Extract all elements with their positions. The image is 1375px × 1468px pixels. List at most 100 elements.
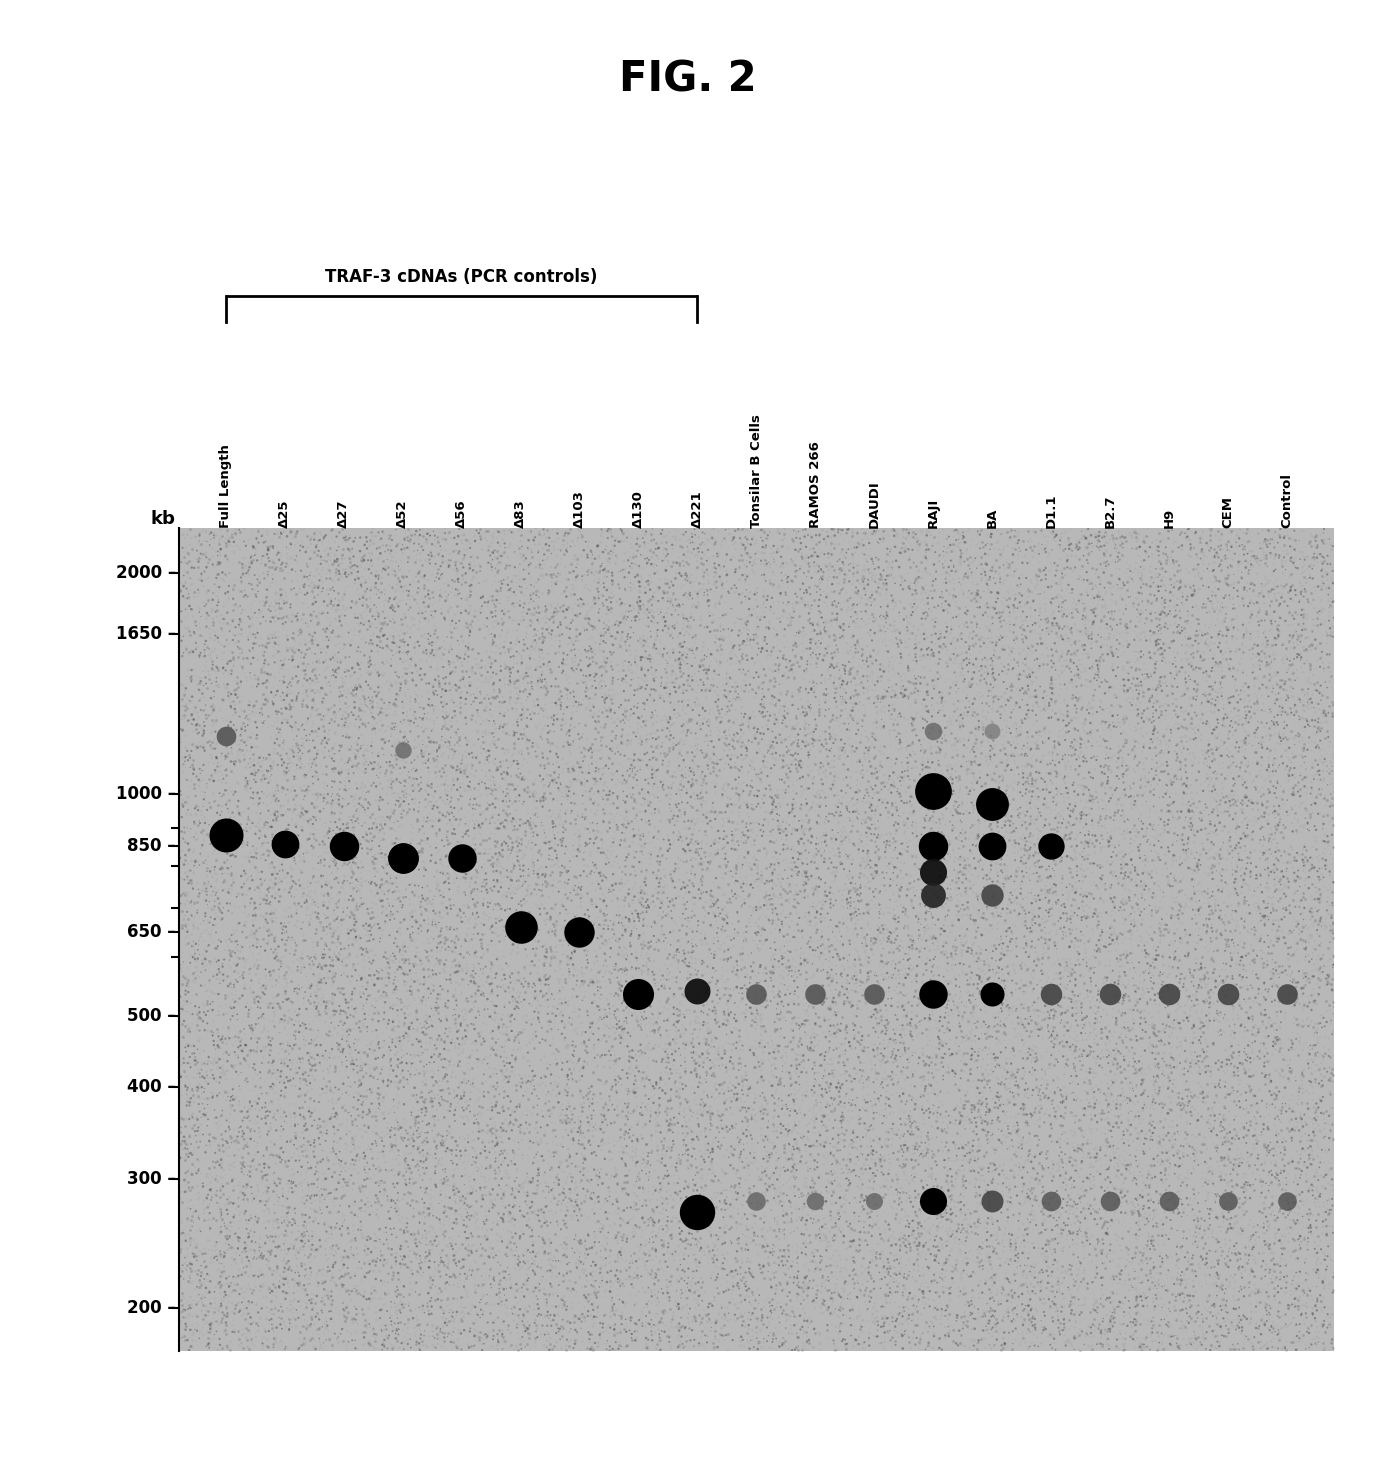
Point xyxy=(245,846,267,869)
Point xyxy=(767,1116,789,1139)
Point xyxy=(752,1182,774,1205)
Point xyxy=(980,941,1002,964)
Point xyxy=(1154,1032,1176,1055)
Point xyxy=(1026,913,1048,937)
Point xyxy=(908,828,930,851)
Point xyxy=(366,1226,388,1249)
Point xyxy=(419,816,441,840)
Point xyxy=(230,750,252,774)
Point xyxy=(443,1102,465,1126)
Point xyxy=(1112,893,1134,916)
Point xyxy=(726,838,748,862)
Point xyxy=(968,804,990,828)
Point xyxy=(989,790,1011,813)
Point xyxy=(260,747,282,771)
Point xyxy=(1079,1113,1101,1136)
Point xyxy=(412,1144,434,1167)
Point xyxy=(780,753,802,777)
Point xyxy=(1106,628,1127,652)
Point xyxy=(494,602,516,625)
Point xyxy=(1202,797,1224,821)
Point xyxy=(1028,719,1050,743)
Point xyxy=(1119,1199,1141,1223)
Point xyxy=(252,1245,274,1268)
Point xyxy=(424,1038,446,1061)
Point xyxy=(737,609,759,633)
Point xyxy=(377,986,399,1010)
Point xyxy=(462,1129,484,1152)
Point xyxy=(1211,730,1233,753)
Point xyxy=(773,1006,795,1029)
Point xyxy=(386,935,408,959)
Point xyxy=(634,575,656,599)
Point xyxy=(316,1158,338,1182)
Point xyxy=(666,1000,688,1023)
Point xyxy=(195,567,217,590)
Point xyxy=(256,775,278,799)
Point xyxy=(1070,857,1092,881)
Point xyxy=(901,705,923,728)
Point xyxy=(205,1042,227,1066)
Point xyxy=(245,841,267,865)
Point xyxy=(1284,969,1306,992)
Point xyxy=(1128,951,1150,975)
Point xyxy=(868,1132,890,1155)
Point xyxy=(1189,656,1211,680)
Point xyxy=(943,859,965,882)
Point xyxy=(1198,1183,1220,1207)
Point xyxy=(1268,756,1290,780)
Point xyxy=(688,526,710,549)
Point xyxy=(886,662,908,686)
Point xyxy=(172,1025,194,1048)
Point xyxy=(1143,935,1165,959)
Point xyxy=(1096,1033,1118,1057)
Point xyxy=(905,1014,927,1038)
Point xyxy=(821,862,843,885)
Point xyxy=(719,1050,741,1073)
Point xyxy=(242,700,264,724)
Point xyxy=(925,1126,947,1149)
Point xyxy=(1214,1296,1236,1320)
Point xyxy=(962,944,984,967)
Point xyxy=(531,856,553,879)
Point xyxy=(220,862,242,885)
Point xyxy=(1052,1014,1074,1038)
Point xyxy=(689,1230,711,1254)
Point xyxy=(1211,659,1233,683)
Point xyxy=(1316,1010,1338,1033)
Point xyxy=(804,784,826,807)
Point xyxy=(623,1123,645,1147)
Point xyxy=(248,1154,270,1177)
Point xyxy=(903,1138,925,1161)
Point xyxy=(245,841,267,865)
Point xyxy=(1260,1158,1282,1182)
Point xyxy=(473,942,495,966)
Point xyxy=(869,771,891,794)
Point xyxy=(444,705,466,728)
Point xyxy=(976,1101,998,1124)
Point xyxy=(826,1255,848,1279)
Point xyxy=(851,567,873,590)
Point xyxy=(507,752,529,775)
Point xyxy=(553,642,575,665)
Point xyxy=(1268,1290,1290,1314)
Point xyxy=(786,829,808,853)
Point xyxy=(234,1183,256,1207)
Point xyxy=(786,1284,808,1308)
Point xyxy=(221,1004,243,1028)
Point xyxy=(209,1242,231,1265)
Point xyxy=(436,828,458,851)
Point xyxy=(491,618,513,642)
Point xyxy=(297,1069,319,1092)
Point xyxy=(190,812,212,835)
Point xyxy=(1024,948,1046,972)
Point xyxy=(939,549,961,573)
Point xyxy=(450,1033,472,1057)
Point xyxy=(521,1069,543,1092)
Point xyxy=(767,979,789,1003)
Point xyxy=(260,903,282,926)
Point xyxy=(307,981,329,1004)
Point xyxy=(246,1111,268,1135)
Point xyxy=(884,672,906,696)
Point xyxy=(554,802,576,825)
